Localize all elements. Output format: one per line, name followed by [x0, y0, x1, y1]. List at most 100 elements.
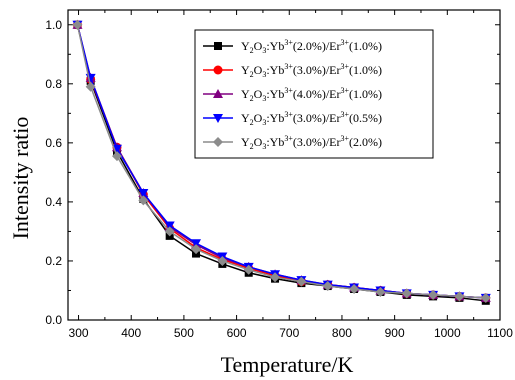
legend-marker — [214, 42, 222, 50]
legend-label-part: 3+ — [341, 38, 350, 47]
x-axis-label: Temperature/K — [221, 352, 354, 377]
legend-label-part: (1.0%) — [349, 87, 382, 101]
legend-label-part: :Yb — [266, 135, 284, 149]
data-point — [480, 292, 491, 303]
legend-marker — [213, 137, 223, 147]
x-tick-label: 900 — [385, 326, 405, 340]
x-tick-label: 300 — [69, 326, 89, 340]
legend-label: Y2O3:Yb3+(4.0%)/Er3+(1.0%) — [241, 86, 382, 103]
legend: Y2O3:Yb3+(2.0%)/Er3+(1.0%)Y2O3:Yb3+(3.0%… — [194, 29, 434, 159]
data-point — [296, 276, 307, 287]
legend-label-part: 2 — [250, 70, 254, 79]
data-point — [191, 239, 202, 249]
legend-label: Y2O3:Yb3+(3.0%)/Er3+(0.5%) — [241, 110, 382, 127]
legend-label-part: 3+ — [284, 134, 293, 143]
data-point — [454, 291, 465, 302]
y-tick-label: 0.6 — [45, 136, 62, 150]
data-point — [164, 226, 175, 237]
plot-frame — [67, 9, 501, 321]
series-5 — [72, 19, 491, 303]
legend-label-part: 2 — [250, 94, 254, 103]
legend-label: Y2O3:Yb3+(2.0%)/Er3+(1.0%) — [241, 38, 382, 55]
data-point — [111, 151, 122, 162]
legend-label-part: 3+ — [341, 62, 350, 71]
legend-label-part: (4.0%)/Er — [293, 87, 341, 101]
data-point — [111, 144, 122, 154]
legend-label-part: (3.0%)/Er — [293, 63, 341, 77]
data-point — [72, 19, 83, 30]
legend-label-part: Y — [241, 87, 250, 101]
legend-label: Y2O3:Yb3+(3.0%)/Er3+(2.0%) — [241, 134, 382, 151]
data-point — [191, 244, 202, 255]
data-point — [164, 221, 175, 231]
legend-label-part: (0.5%) — [349, 111, 382, 125]
data-point — [375, 286, 386, 297]
legend-marker — [213, 65, 223, 75]
x-tick-label: 400 — [121, 326, 141, 340]
legend-label: Y2O3:Yb3+(3.0%)/Er3+(1.0%) — [241, 62, 382, 79]
data-point — [243, 264, 254, 275]
data-point — [322, 281, 333, 292]
legend-label-part: O — [254, 63, 263, 77]
x-tick-label: 700 — [279, 326, 299, 340]
y-axis-label: Intensity ratio — [8, 117, 33, 240]
x-tick-label: 600 — [227, 326, 247, 340]
legend-label-part: 3+ — [284, 110, 293, 119]
legend-marker — [213, 89, 223, 98]
legend-label-part: 3 — [262, 94, 266, 103]
x-tick-label: 800 — [332, 326, 352, 340]
legend-label-part: 2 — [250, 118, 254, 127]
x-tick-label: 500 — [174, 326, 194, 340]
legend-label-part: O — [254, 135, 263, 149]
legend-label-part: 3+ — [341, 134, 350, 143]
legend-label-part: 3 — [262, 70, 266, 79]
x-tick-label: 1100 — [487, 326, 513, 340]
legend-label-part: 3+ — [284, 86, 293, 95]
legend-label-part: Y — [241, 63, 250, 77]
legend-item: Y2O3:Yb3+(2.0%)/Er3+(1.0%) — [203, 38, 382, 55]
legend-item: Y2O3:Yb3+(4.0%)/Er3+(1.0%) — [203, 86, 382, 103]
legend-label-part: 3 — [262, 142, 266, 151]
legend-label-part: :Yb — [266, 39, 284, 53]
legend-label-part: O — [254, 111, 263, 125]
legend-marker — [213, 114, 223, 123]
legend-label-part: (3.0%)/Er — [293, 135, 341, 149]
data-point — [85, 81, 96, 92]
legend-label-part: (2.0%) — [349, 135, 382, 149]
y-tick-label: 1.0 — [45, 18, 62, 32]
legend-label-part: 2 — [250, 142, 254, 151]
legend-label-part: (1.0%) — [349, 63, 382, 77]
legend-label-part: 3+ — [284, 62, 293, 71]
y-tick-label: 0.2 — [45, 254, 62, 268]
data-point — [217, 255, 228, 266]
y-axis-title: Intensity ratio — [8, 117, 33, 240]
legend-label-part: 3+ — [341, 86, 350, 95]
legend-label-part: O — [254, 39, 263, 53]
legend-label-part: :Yb — [266, 87, 284, 101]
y-tick-label: 0.8 — [45, 77, 62, 91]
plot-area: 300 400 500 600 700 800 900 1000 1100 0.0 0.2 0.4 0.… — [45, 9, 513, 340]
x-tick-label: 1000 — [434, 326, 461, 340]
legend-label-part: 3 — [262, 46, 266, 55]
legend-label-part: (3.0%)/Er — [293, 111, 341, 125]
legend-label-part: :Yb — [266, 111, 284, 125]
legend-frame — [194, 29, 434, 159]
data-point — [428, 289, 439, 300]
y-tick-label: 0.4 — [45, 195, 62, 209]
legend-label-part: O — [254, 87, 263, 101]
legend-label-part: (1.0%) — [349, 39, 382, 53]
legend-label-part: 3+ — [341, 110, 350, 119]
legend-label-part: 3 — [262, 118, 266, 127]
data-point — [349, 284, 360, 294]
data-point — [138, 189, 149, 199]
legend-label-part: Y — [241, 111, 250, 125]
y-tick-label: 0.0 — [45, 313, 62, 327]
legend-label-part: 3+ — [284, 38, 293, 47]
legend-label-part: 2 — [250, 46, 254, 55]
legend-item: Y2O3:Yb3+(3.0%)/Er3+(2.0%) — [203, 134, 382, 151]
legend-item: Y2O3:Yb3+(3.0%)/Er3+(1.0%) — [203, 62, 382, 79]
legend-label-part: Y — [241, 135, 250, 149]
data-point — [138, 195, 149, 206]
data-point — [401, 288, 412, 299]
